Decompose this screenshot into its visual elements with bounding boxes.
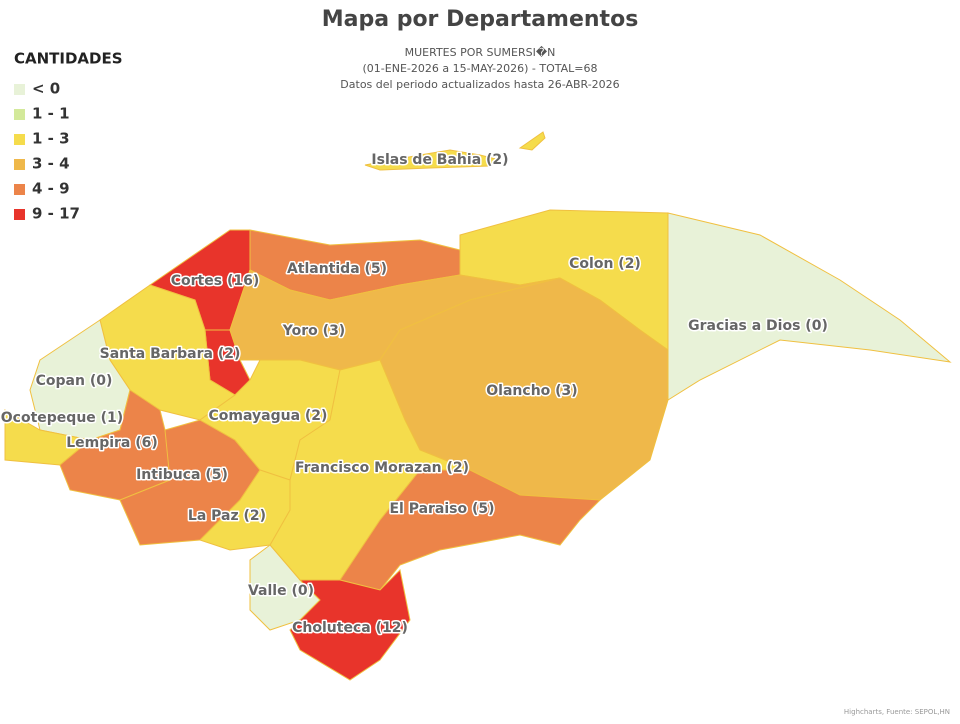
legend-swatch[interactable] [14, 109, 25, 120]
department-label: Gracias a Dios (0) [688, 318, 828, 334]
department-label: Yoro (3) [282, 323, 345, 339]
department-label: Olancho (3) [486, 383, 577, 399]
department-label: Ocotepeque (1) [1, 410, 123, 426]
department-label: Santa Barbara (2) [100, 346, 241, 362]
department-label: Francisco Morazan (2) [295, 460, 469, 476]
subtitle: MUERTES POR SUMERSI�N [405, 46, 556, 59]
department-label: Cortes (16) [171, 273, 259, 289]
legend-swatch[interactable] [14, 84, 25, 95]
legend-swatch[interactable] [14, 159, 25, 170]
subtitle: Datos del periodo actualizados hasta 26-… [340, 78, 619, 91]
credits: Highcharts, Fuente: SEPOL,HN [844, 708, 950, 716]
legend-swatch[interactable] [14, 209, 25, 220]
department-label: Colon (2) [569, 256, 641, 272]
chart-title: Mapa por Departamentos [322, 7, 639, 32]
department[interactable] [339, 469, 602, 591]
legend-label[interactable]: < 0 [32, 80, 60, 98]
department-label: Comayagua (2) [209, 408, 328, 424]
subtitle: (01-ENE-2026 a 15-MAY-2026) - TOTAL=68 [363, 62, 598, 75]
legend-title: CANTIDADES [14, 50, 123, 68]
legend-swatch[interactable] [14, 134, 25, 145]
department-label: Atlantida (5) [287, 261, 387, 277]
legend-label[interactable]: 1 - 3 [32, 130, 70, 148]
legend: < 0 1 - 1 1 - 3 3 - 4 4 - 9 9 - 17 [14, 80, 80, 223]
legend-label[interactable]: 1 - 1 [32, 105, 70, 123]
department[interactable] [289, 568, 411, 681]
department-label: El Paraiso (5) [389, 501, 494, 517]
regions [4, 131, 952, 681]
legend-label[interactable]: 9 - 17 [32, 205, 80, 223]
department[interactable] [667, 212, 952, 401]
department-label: La Paz (2) [188, 508, 266, 524]
department-label: Islas de Bahia (2) [371, 152, 508, 168]
department-label: Choluteca (12) [292, 620, 408, 636]
labels: Islas de Bahia (2) Cortes (16) Atlantida (… [0, 151, 829, 638]
department-label: Valle (0) [248, 583, 314, 599]
department[interactable] [199, 469, 291, 551]
department-label: Lempira (6) [66, 435, 158, 451]
department-label: Copan (0) [36, 373, 113, 389]
department-label: Intibuca (5) [136, 467, 228, 483]
legend-label[interactable]: 4 - 9 [32, 180, 70, 198]
department[interactable] [364, 131, 546, 171]
legend-label[interactable]: 3 - 4 [32, 155, 70, 173]
legend-swatch[interactable] [14, 184, 25, 195]
